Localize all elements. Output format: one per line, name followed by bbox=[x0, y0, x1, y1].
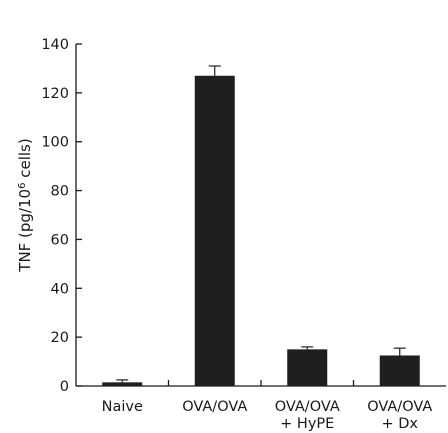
y-tick-label: 20 bbox=[51, 330, 69, 346]
y-tick-label: 80 bbox=[51, 184, 69, 200]
y-tick-label: 100 bbox=[41, 135, 69, 151]
x-category-label: Naive bbox=[102, 399, 143, 415]
y-axis-label-main: TNF (pg/10 bbox=[16, 189, 34, 273]
bar bbox=[194, 75, 235, 386]
y-tick-label: 40 bbox=[51, 281, 69, 297]
x-category-label: OVA/OVA bbox=[367, 399, 432, 415]
svg-text:TNF (pg/106 cells): TNF (pg/106 cells) bbox=[16, 138, 34, 272]
x-category-label: + HyPE bbox=[280, 416, 334, 432]
y-tick-label: 0 bbox=[60, 379, 69, 395]
y-axis-label-suffix: cells) bbox=[16, 138, 34, 182]
y-tick-label: 120 bbox=[41, 86, 69, 102]
x-category-label: OVA/OVA bbox=[182, 399, 247, 415]
y-tick-label: 60 bbox=[51, 232, 69, 248]
bar bbox=[379, 355, 420, 386]
y-tick-label: 140 bbox=[41, 37, 69, 53]
bar bbox=[287, 349, 328, 386]
y-axis-label-superscript: 6 bbox=[17, 183, 28, 189]
x-category-label: + Dx bbox=[381, 416, 418, 432]
x-category-label: OVA/OVA bbox=[275, 399, 340, 415]
y-axis-label: TNF (pg/106 cells) bbox=[16, 138, 34, 272]
bar bbox=[102, 382, 143, 386]
